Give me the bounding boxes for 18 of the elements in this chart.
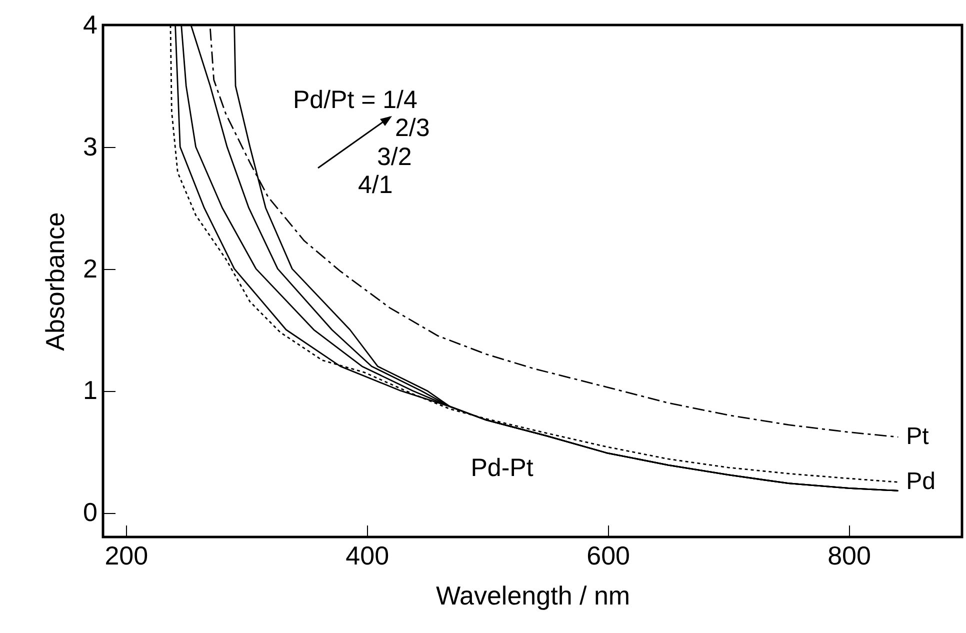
y-tick-label: 3 (83, 131, 98, 162)
x-tick-label: 400 (346, 540, 390, 570)
x-axis-title: Wavelength / nm (436, 580, 630, 610)
annotation: 4/1 (358, 171, 393, 199)
y-tick-label: 4 (83, 10, 98, 40)
annotation: 2/3 (395, 114, 430, 142)
y-tick-label: 0 (83, 497, 98, 528)
series-label: Pt (906, 423, 930, 450)
annotation: 3/2 (377, 143, 412, 171)
annotation: Pd/Pt = 1/4 (293, 86, 418, 114)
y-tick-label: 1 (83, 375, 98, 406)
annotation: Pd-Pt (470, 454, 534, 482)
y-tick-label: 2 (83, 253, 98, 284)
x-tick-label: 800 (828, 540, 871, 570)
series-label: Pd (906, 468, 936, 496)
x-tick-label: 200 (104, 540, 148, 570)
y-axis-title: Absorbance (40, 212, 70, 351)
x-tick-label: 600 (586, 540, 630, 570)
